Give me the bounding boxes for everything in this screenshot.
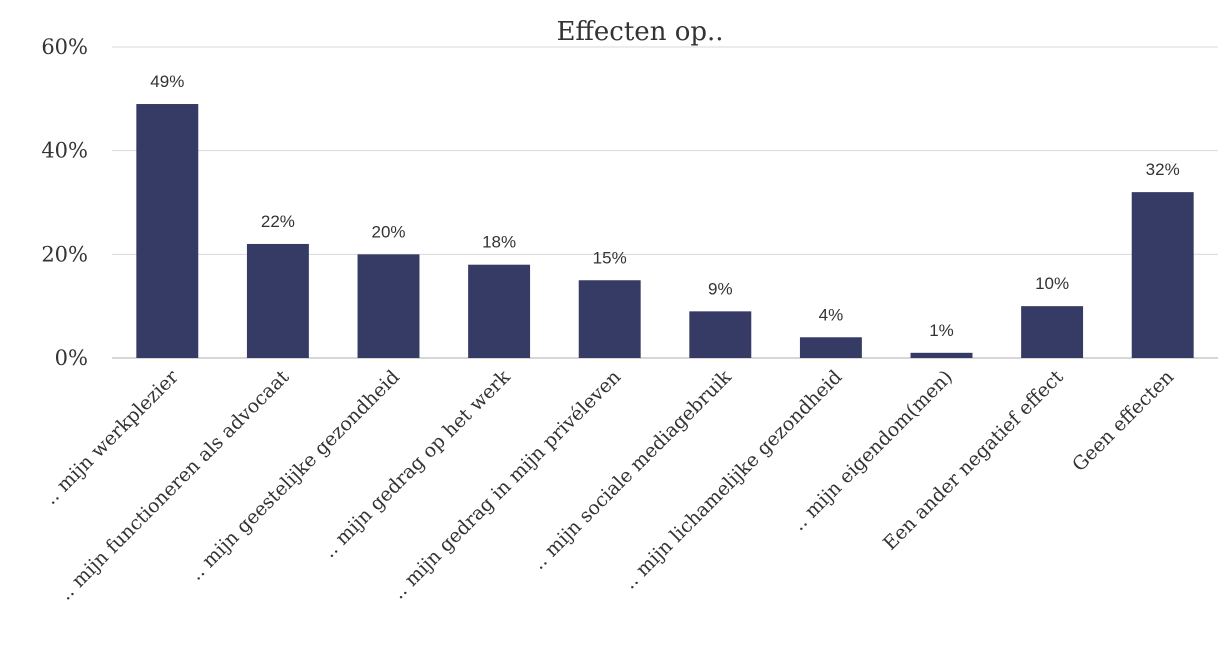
bar: [246, 243, 309, 358]
data-label: 32%: [1146, 160, 1180, 179]
bar: [578, 280, 641, 358]
bars: [136, 104, 1194, 359]
data-label: 10%: [1035, 274, 1069, 293]
bar: [136, 104, 199, 359]
data-label: 15%: [593, 248, 627, 267]
bar: [357, 254, 420, 358]
data-labels: 49% 22% 20% 18% 15% 9% 4% 1% 10% 32%: [150, 72, 1179, 340]
x-tick-label: .. mijn functioneren als advocaat: [55, 366, 294, 605]
y-tick-label: 40%: [41, 139, 88, 163]
x-tick-label: .. mijn lichamelijke gezondheid: [619, 366, 847, 594]
bar: [689, 311, 752, 358]
x-tick-label: .. mijn sociale mediagebruik: [528, 366, 736, 574]
y-tick-label: 0%: [55, 346, 88, 370]
bar: [799, 337, 862, 358]
y-axis-tick-labels: 0% 20% 40% 60%: [41, 35, 88, 370]
bar: [910, 352, 973, 358]
x-tick-label: .. mijn gedrag op het werk: [318, 366, 515, 563]
chart-title: Effecten op..: [556, 17, 723, 47]
y-tick-label: 20%: [41, 242, 88, 266]
data-label: 49%: [150, 72, 184, 91]
bar: [468, 264, 531, 358]
data-label: 4%: [819, 305, 844, 324]
x-tick-label: .. mijn geestelijke gezondheid: [185, 366, 404, 585]
x-tick-label: .. mijn gedrag in mijn privéleven: [388, 366, 626, 604]
data-label: 20%: [371, 222, 405, 241]
bar: [1021, 306, 1084, 358]
data-label: 22%: [261, 212, 295, 231]
x-tick-label: Een ander negatief effect: [879, 366, 1068, 555]
data-label: 18%: [482, 233, 516, 252]
bar: [1131, 192, 1194, 358]
data-label: 9%: [708, 279, 733, 298]
x-tick-label: Geen effecten: [1068, 366, 1178, 476]
x-axis-tick-labels: .. mijn werkplezier.. mijn functioneren …: [40, 365, 1179, 604]
y-tick-label: 60%: [41, 35, 88, 59]
data-label: 1%: [929, 321, 954, 340]
